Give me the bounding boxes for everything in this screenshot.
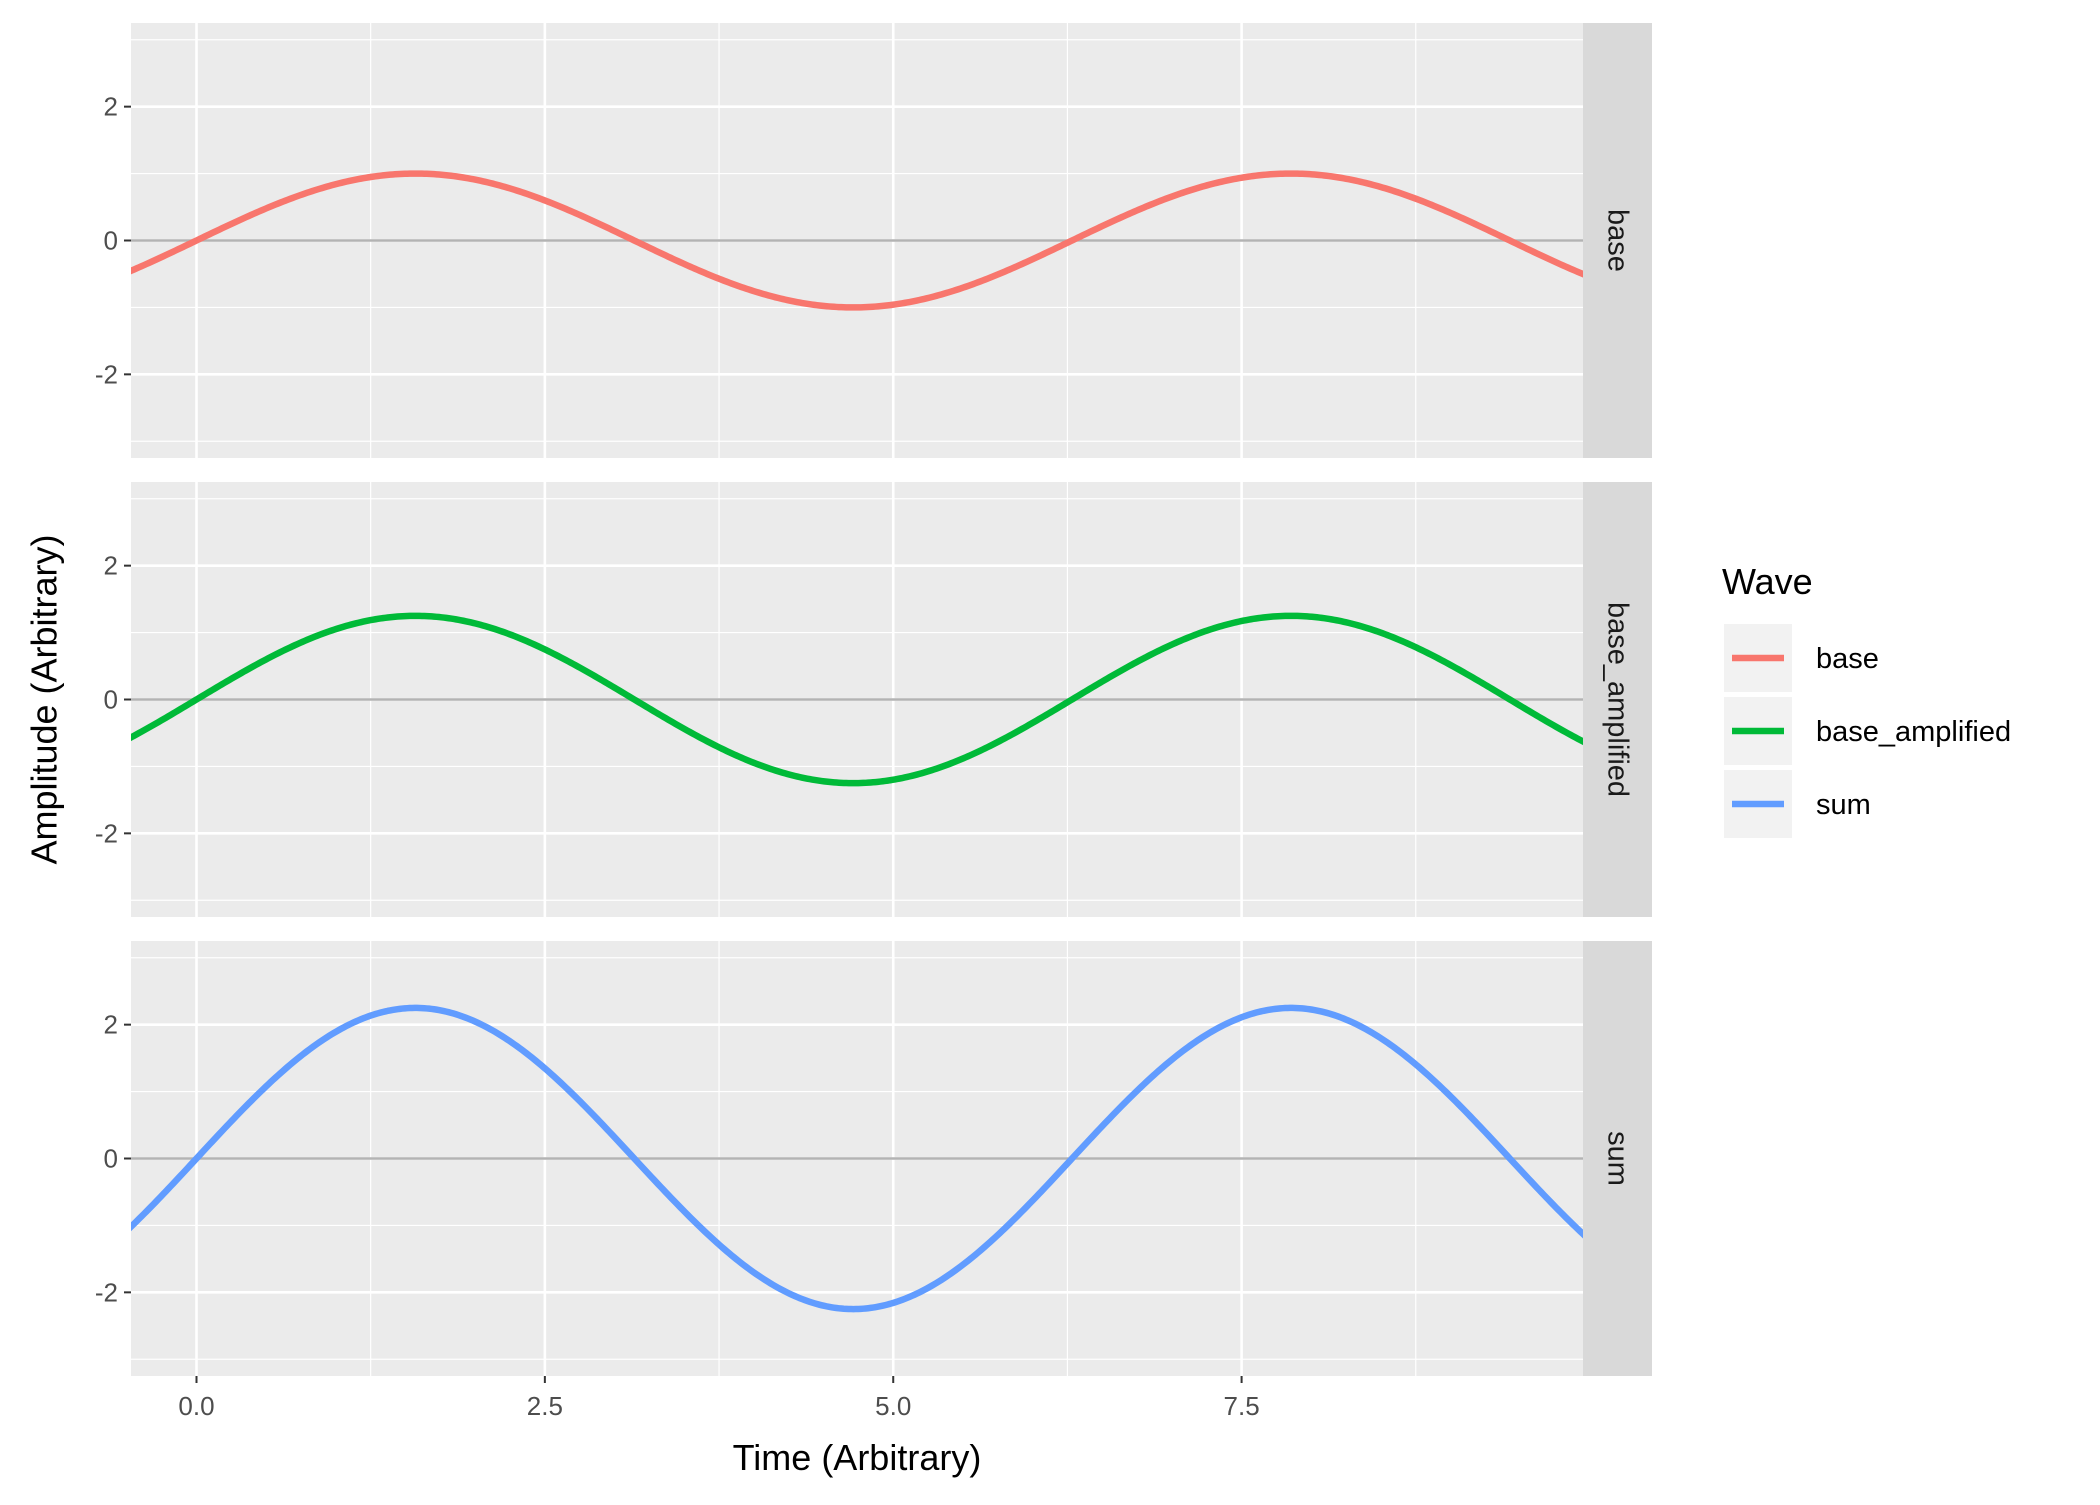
x-axis-title: Time (Arbitrary) — [733, 1437, 982, 1478]
legend-title: Wave — [1722, 561, 1813, 602]
y-tick-label: 2 — [104, 92, 118, 122]
legend-label: base — [1816, 643, 1879, 675]
facet-panel-base_amplified: -2 0 2 base_amplified — [95, 482, 1652, 917]
y-tick-label: 2 — [104, 1010, 118, 1040]
facet-strip-label: base_amplified — [1602, 602, 1634, 797]
y-axis-title: Amplitude (Arbitrary) — [24, 534, 65, 864]
y-tick-label: -2 — [95, 359, 118, 389]
facet-panel-base: -2 0 2 base — [95, 23, 1652, 458]
x-tick-label: 0.0 — [178, 1391, 214, 1421]
facet-panel-sum: -2 0 2 sum — [95, 941, 1652, 1376]
legend-key-base_amplified — [1724, 697, 1792, 765]
facet-strip-label: base — [1602, 209, 1634, 272]
y-tick-label: 0 — [104, 1144, 118, 1174]
y-tick-label: 2 — [104, 551, 118, 581]
series-line-base_amplified — [131, 612, 1583, 787]
legend-label: sum — [1816, 789, 1871, 821]
x-tick-label: 5.0 — [875, 1391, 911, 1421]
facet-strip-label: sum — [1602, 1131, 1634, 1186]
legend-key-sum — [1724, 770, 1792, 838]
y-tick-label: -2 — [95, 1277, 118, 1307]
series-line-sum — [131, 1004, 1583, 1313]
facet-strip — [1583, 941, 1652, 1376]
facet-strip — [1583, 23, 1652, 458]
x-tick-label: 2.5 — [527, 1391, 563, 1421]
legend-key-base — [1724, 624, 1792, 692]
series-line-base — [131, 170, 1583, 311]
y-tick-label: 0 — [104, 226, 118, 256]
y-tick-label: -2 — [95, 818, 118, 848]
y-tick-label: 0 — [104, 685, 118, 715]
facet-strip — [1583, 482, 1652, 917]
legend-label: base_amplified — [1816, 716, 2011, 748]
x-tick-label: 7.5 — [1224, 1391, 1260, 1421]
